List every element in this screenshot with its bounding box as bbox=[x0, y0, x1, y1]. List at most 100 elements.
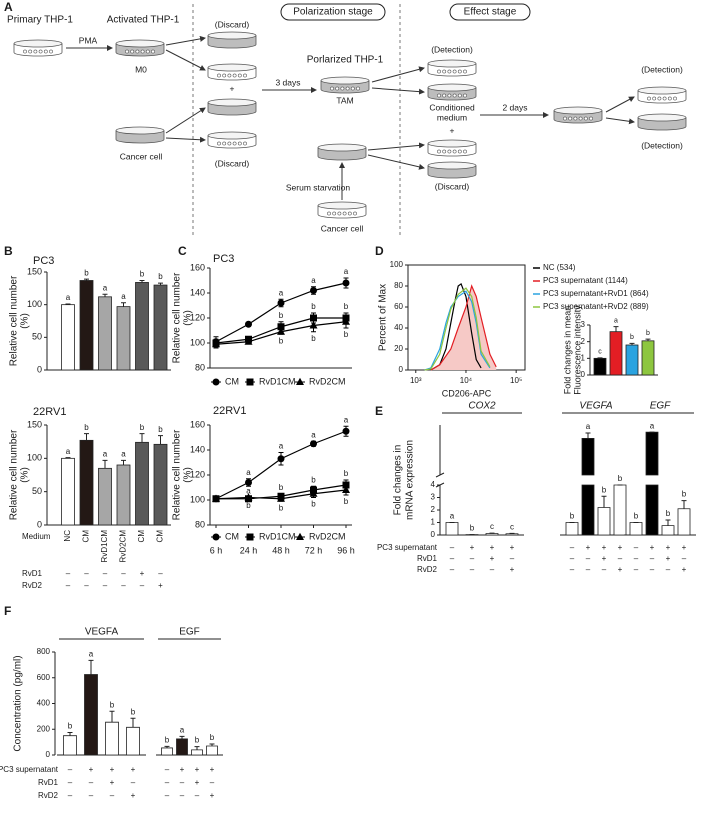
significance-letter: b bbox=[131, 707, 136, 716]
bar bbox=[593, 357, 607, 376]
cell bbox=[23, 49, 27, 54]
y-axis-label: Relative cell number bbox=[172, 272, 183, 363]
significance-letter: b bbox=[84, 423, 89, 432]
significance-letter: b bbox=[570, 512, 575, 521]
condition-mark: – bbox=[68, 778, 73, 787]
cell bbox=[135, 49, 140, 54]
dish-rim bbox=[115, 126, 165, 135]
y-tick-label: 140 bbox=[190, 287, 205, 297]
dish-rim bbox=[317, 143, 367, 152]
error-bar bbox=[158, 282, 163, 286]
condition-mark: – bbox=[570, 554, 575, 563]
diagram-label: (Discard) bbox=[215, 19, 250, 29]
y-axis-label: Fold changes in mean bbox=[562, 306, 572, 395]
significance-letter: b bbox=[311, 302, 316, 311]
cell bbox=[232, 73, 237, 78]
category-label: CM bbox=[137, 530, 146, 543]
dish-rim bbox=[637, 86, 687, 95]
error-bar bbox=[179, 735, 185, 739]
y-tick-label: 100 bbox=[190, 337, 205, 347]
bar bbox=[505, 533, 519, 536]
cell bbox=[222, 141, 227, 146]
condition-mark: – bbox=[586, 565, 591, 574]
panel-label: B bbox=[4, 244, 13, 258]
bar bbox=[677, 508, 691, 536]
marker bbox=[212, 533, 220, 541]
y-axis-label: Fold changes in bbox=[393, 445, 404, 516]
significance-letter: a bbox=[311, 276, 316, 285]
condition-mark: + bbox=[682, 565, 687, 574]
condition-mark: – bbox=[89, 791, 94, 800]
marker bbox=[246, 378, 254, 386]
condition-mark: – bbox=[195, 791, 200, 800]
cell bbox=[345, 86, 350, 91]
bar bbox=[79, 280, 94, 371]
cell bbox=[437, 149, 441, 154]
diagram-label: PMA bbox=[79, 35, 98, 45]
significance-letter: b bbox=[68, 722, 73, 731]
cell bbox=[43, 49, 48, 54]
marker bbox=[342, 279, 350, 287]
bar bbox=[581, 437, 595, 536]
cell bbox=[463, 69, 467, 74]
chart-title: PC3 bbox=[33, 255, 54, 267]
cell bbox=[442, 93, 447, 98]
condition-mark: – bbox=[634, 554, 639, 563]
condition-mark: – bbox=[121, 569, 126, 578]
y-tick-label: 20 bbox=[394, 344, 403, 353]
group-title: VEGFA bbox=[579, 401, 612, 412]
chart-title: 22RV1 bbox=[213, 405, 246, 417]
diagram-label: Polarization stage bbox=[293, 7, 373, 18]
significance-letter: b bbox=[646, 330, 650, 337]
group-title: EGF bbox=[650, 401, 671, 412]
panel-label: E bbox=[375, 404, 383, 418]
cell bbox=[452, 93, 457, 98]
marker bbox=[244, 337, 253, 345]
significance-letter: b bbox=[279, 483, 284, 492]
y-tick-label: 400 bbox=[37, 699, 51, 708]
marker bbox=[309, 489, 318, 497]
bar bbox=[661, 525, 675, 536]
y-tick-label: 50 bbox=[32, 486, 42, 496]
x-tick-label: 96 h bbox=[337, 545, 355, 555]
condition-mark: + bbox=[602, 543, 607, 552]
bar bbox=[206, 745, 218, 756]
diagram-label: TAM bbox=[336, 95, 353, 105]
error-bar bbox=[139, 279, 145, 283]
marker bbox=[296, 532, 304, 540]
condition-mark: – bbox=[165, 791, 170, 800]
y-tick-label: 2 bbox=[581, 337, 586, 346]
diagram-label: 3 days bbox=[275, 77, 300, 87]
category-label: CM bbox=[156, 530, 165, 543]
cell bbox=[442, 149, 447, 154]
error-bar bbox=[209, 743, 215, 746]
condition-mark: – bbox=[450, 554, 455, 563]
row-label: Medium bbox=[22, 532, 51, 541]
significance-letter: b bbox=[165, 735, 170, 744]
category-label: RvD2CM bbox=[119, 530, 128, 563]
condition-mark: + bbox=[586, 543, 591, 552]
arrow bbox=[165, 107, 206, 134]
cell bbox=[347, 211, 352, 216]
significance-letter: b bbox=[279, 503, 284, 512]
dish-rim bbox=[427, 59, 477, 68]
dish-rim bbox=[553, 106, 603, 115]
cell bbox=[652, 96, 657, 101]
cell bbox=[125, 49, 129, 54]
condition-mark: + bbox=[89, 765, 94, 774]
diagram-label: medium bbox=[437, 112, 467, 122]
cell bbox=[330, 86, 334, 91]
condition-mark: – bbox=[650, 554, 655, 563]
legend-label: NC (534) bbox=[543, 263, 576, 272]
diagram-label: Activated THP-1 bbox=[107, 15, 180, 26]
x-axis-label: CD206-APC bbox=[442, 388, 492, 398]
condition-mark: + bbox=[490, 543, 495, 552]
panel-label: C bbox=[178, 244, 187, 258]
significance-letter: b bbox=[279, 336, 284, 345]
significance-letter: b bbox=[344, 497, 349, 506]
condition-mark: – bbox=[570, 543, 575, 552]
condition-mark: + bbox=[140, 569, 145, 578]
condition-mark: + bbox=[158, 581, 163, 590]
condition-mark: – bbox=[158, 569, 163, 578]
significance-letter: c bbox=[598, 349, 602, 356]
